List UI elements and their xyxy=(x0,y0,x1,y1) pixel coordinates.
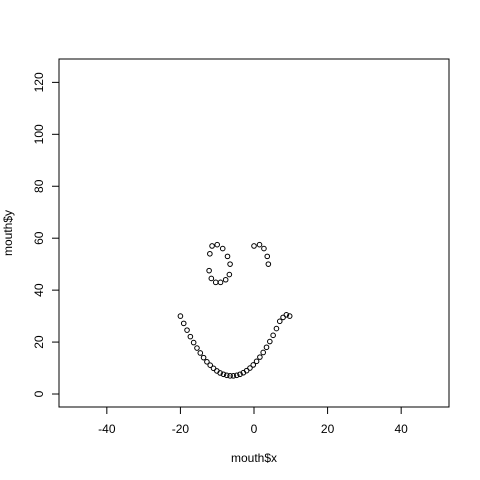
y-tick-label: 80 xyxy=(32,179,46,193)
data-points xyxy=(177,241,293,379)
scatter-point xyxy=(180,320,187,327)
scatter-point xyxy=(237,371,243,378)
scatter-point xyxy=(197,350,204,356)
scatter-point xyxy=(207,250,213,257)
scatter-point xyxy=(220,371,227,378)
scatter-point xyxy=(233,372,240,379)
y-axis-title: mouth$y xyxy=(1,210,15,256)
scatter-point xyxy=(250,362,257,368)
x-tick-label: 0 xyxy=(251,422,258,436)
x-tick-label: 20 xyxy=(321,422,335,436)
scatter-point xyxy=(276,318,283,325)
scatter-point xyxy=(194,345,200,351)
scatter-point xyxy=(264,253,271,260)
scatter-point xyxy=(265,261,272,267)
scatter-point xyxy=(247,365,253,371)
scatter-point xyxy=(224,253,231,260)
scatter-point xyxy=(260,349,266,356)
scatter-point xyxy=(212,279,219,286)
scatter-point xyxy=(217,370,223,376)
scatter-point xyxy=(219,245,226,252)
x-axis-title: mouth$x xyxy=(231,451,277,465)
scatter-point xyxy=(283,312,290,318)
scatter-point xyxy=(227,373,233,379)
scatter-point xyxy=(230,373,237,379)
scatter-point xyxy=(208,275,215,282)
y-tick-label: 40 xyxy=(32,283,46,297)
scatter-point xyxy=(270,332,276,339)
scatter-point xyxy=(273,325,280,332)
x-tick-label: -40 xyxy=(98,422,116,436)
scatter-point xyxy=(286,313,293,319)
scatter-point xyxy=(206,267,212,274)
scatter-point xyxy=(204,359,210,365)
scatter-point xyxy=(214,241,221,248)
x-tick-label: -20 xyxy=(172,422,190,436)
scatter-point xyxy=(187,333,194,340)
y-tick-label: 60 xyxy=(32,231,46,245)
scatter-point xyxy=(190,339,197,346)
scatter-point xyxy=(253,358,260,365)
scatter-point xyxy=(209,243,215,249)
scatter-point xyxy=(256,241,263,248)
x-axis-ticks: -40 -20 0 20 40 xyxy=(98,407,408,436)
y-tick-label: 120 xyxy=(32,72,46,92)
scatter-point xyxy=(177,313,184,319)
scatter-point xyxy=(222,276,229,283)
scatter-point xyxy=(200,354,207,361)
scatter-point xyxy=(251,243,257,249)
y-tick-label: 0 xyxy=(32,390,46,397)
scatter-point xyxy=(257,354,263,360)
x-tick-label: 40 xyxy=(394,422,408,436)
scatter-point xyxy=(261,245,267,252)
scatter-point xyxy=(184,327,190,333)
plot-area xyxy=(58,58,450,408)
y-tick-label: 100 xyxy=(32,124,46,144)
scatter-point xyxy=(267,338,273,345)
scatter-point xyxy=(227,261,233,267)
scatter-point xyxy=(263,344,270,351)
scatter-point xyxy=(226,271,233,278)
y-tick-label: 20 xyxy=(32,335,46,349)
scatter-point xyxy=(207,362,214,368)
y-axis-ticks: 0 20 40 60 80 100 120 xyxy=(32,72,59,397)
scatter-point xyxy=(223,372,230,379)
